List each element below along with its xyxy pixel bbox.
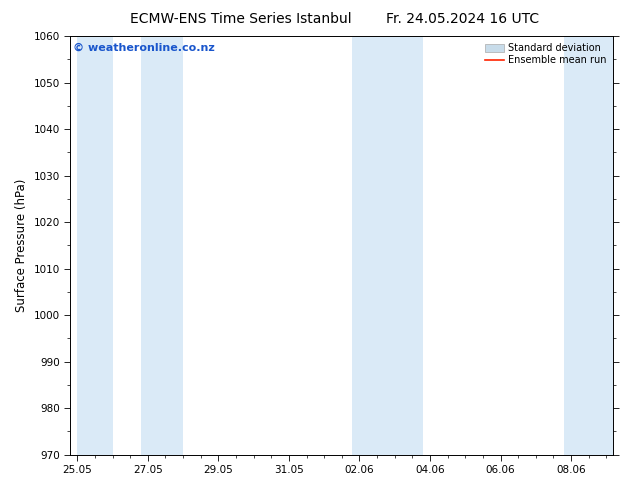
Text: Fr. 24.05.2024 16 UTC: Fr. 24.05.2024 16 UTC <box>386 12 540 26</box>
Bar <box>141 36 183 455</box>
Text: ECMW-ENS Time Series Istanbul: ECMW-ENS Time Series Istanbul <box>130 12 352 26</box>
Y-axis label: Surface Pressure (hPa): Surface Pressure (hPa) <box>15 179 28 312</box>
Bar <box>564 36 614 455</box>
Text: © weatheronline.co.nz: © weatheronline.co.nz <box>73 43 215 52</box>
Bar <box>353 36 423 455</box>
Legend: Standard deviation, Ensemble mean run: Standard deviation, Ensemble mean run <box>483 41 609 67</box>
Bar <box>77 36 113 455</box>
